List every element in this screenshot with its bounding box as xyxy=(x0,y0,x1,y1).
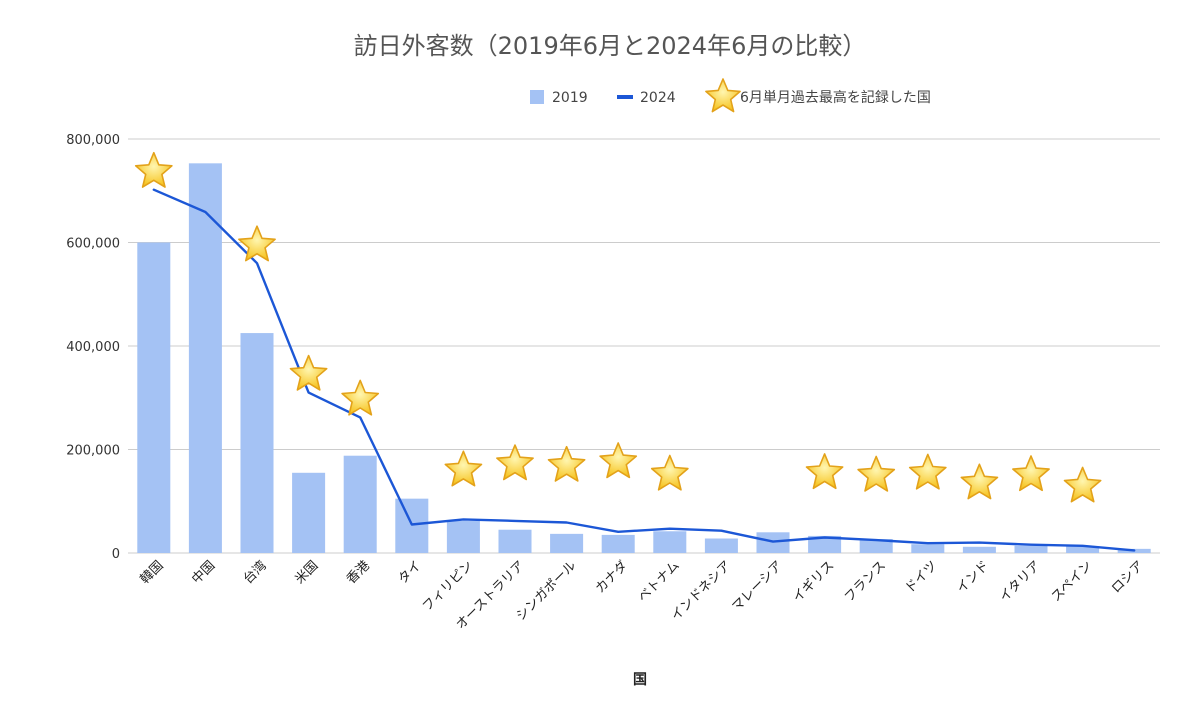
record-star xyxy=(599,442,638,479)
bar-2019 xyxy=(808,535,842,553)
x-tick-label: 米国 xyxy=(292,558,321,587)
bar-2019 xyxy=(704,538,738,553)
bar-2019 xyxy=(1066,546,1100,553)
bar-2019 xyxy=(653,531,687,553)
record-star xyxy=(444,450,483,487)
legend-star-shape xyxy=(705,78,741,113)
record-star xyxy=(238,225,276,262)
record-star xyxy=(805,453,844,490)
bar-2019 xyxy=(601,534,635,553)
record-star xyxy=(289,354,328,391)
bar-2019 xyxy=(395,498,429,553)
bar-2019 xyxy=(446,520,480,553)
x-tick-label: 韓国 xyxy=(138,558,167,587)
record-star xyxy=(496,444,534,481)
x-tick-label: インド xyxy=(954,558,992,596)
y-tick-label: 0 xyxy=(112,547,120,562)
x-tick-label: 中国 xyxy=(189,558,218,587)
bar-2019 xyxy=(188,163,222,553)
x-tick-label: カナダ xyxy=(593,558,631,596)
record-star xyxy=(1063,466,1102,503)
bar-2019 xyxy=(240,333,274,553)
legend-label-record: 6月単月過去最高を記録した国 xyxy=(740,89,931,106)
legend-star-icon xyxy=(705,78,741,113)
record-star xyxy=(908,453,947,490)
bars-2019 xyxy=(137,163,1151,553)
x-tick-label: ドイツ xyxy=(902,558,940,596)
x-tick-label: イギリス xyxy=(790,558,837,605)
gridlines xyxy=(128,138,1160,554)
legend: 2019 2024 6月単月過去最高を記録した国 xyxy=(530,78,931,113)
x-tick-label: スペイン xyxy=(1049,558,1096,605)
bar-2019 xyxy=(962,546,996,553)
bar-2019 xyxy=(498,529,532,553)
bar-2019 xyxy=(137,242,171,553)
bar-2019 xyxy=(292,472,326,553)
x-tick-label: ベトナム xyxy=(636,558,683,605)
x-axis-label: 国 xyxy=(633,672,647,688)
record-star xyxy=(650,454,689,491)
record-star xyxy=(960,463,999,500)
y-axis: 0 200,000 400,000 600,000 800,000 xyxy=(66,133,120,562)
x-tick-label: 香港 xyxy=(344,558,373,587)
bar-2019 xyxy=(911,544,945,553)
line-2024 xyxy=(152,188,1136,552)
bar-2019 xyxy=(343,455,377,553)
record-star xyxy=(547,445,586,482)
x-tick-label: フランス xyxy=(842,558,889,605)
y-tick-label: 200,000 xyxy=(66,444,120,459)
x-tick-label: フィリピン xyxy=(420,558,476,614)
x-tick-label: イタリア xyxy=(997,558,1044,605)
record-star xyxy=(134,151,173,188)
bar-2019 xyxy=(550,533,584,553)
record-star xyxy=(857,455,896,492)
x-tick-label: ロシア xyxy=(1109,558,1147,596)
legend-label-2024: 2024 xyxy=(640,90,676,106)
legend-label-2019: 2019 xyxy=(552,90,588,106)
y-tick-label: 800,000 xyxy=(66,133,120,148)
bar-2019 xyxy=(1014,545,1048,553)
bar-2019 xyxy=(859,539,893,553)
record-star xyxy=(341,379,380,416)
legend-bar-swatch xyxy=(530,90,544,104)
series-line-2024 xyxy=(152,188,1136,552)
x-tick-label: 台湾 xyxy=(240,558,270,588)
x-tick-label: タイ xyxy=(396,558,425,587)
record-star xyxy=(1012,455,1050,492)
x-tick-label: マレーシア xyxy=(729,558,785,614)
y-tick-label: 600,000 xyxy=(66,237,120,252)
chart-title: 訪日外客数（2019年6月と2024年6月の比較） xyxy=(354,32,867,60)
y-tick-label: 400,000 xyxy=(66,340,120,355)
record-stars xyxy=(134,151,1102,503)
